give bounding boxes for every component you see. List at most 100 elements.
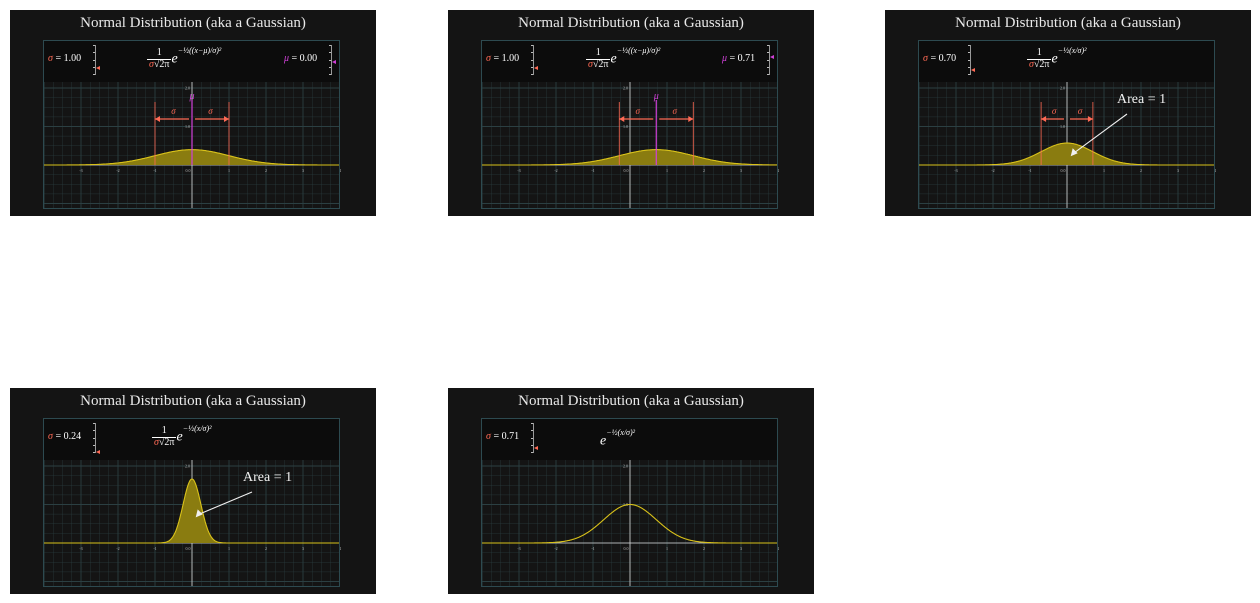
x-tick-label: 4 — [777, 546, 779, 551]
formula-numerator: 1 — [152, 426, 177, 438]
sigma-slider[interactable] — [92, 45, 100, 75]
plot-frame — [43, 418, 340, 587]
x-tick-label: -3 — [954, 168, 957, 173]
x-tick-label: 3 — [302, 546, 304, 551]
formula-den-rest: √2π — [158, 436, 175, 448]
area-arrow-line — [1073, 113, 1128, 154]
mu-slider-knob[interactable] — [770, 55, 774, 59]
area-label: Area = 1 — [1117, 92, 1167, 107]
mu-slider[interactable] — [328, 45, 336, 75]
area-under-curve — [919, 143, 1214, 165]
sigma-arrow-left — [155, 116, 189, 122]
y-tick-label: 2.0 — [185, 86, 190, 91]
x-tick-label: 1 — [228, 168, 230, 173]
x-tick-label: 0.0 — [186, 546, 191, 551]
area-arrow-line — [198, 491, 253, 515]
gaussian-formula: e−½(x/σ)² — [600, 428, 635, 449]
area-arrow-head — [1070, 148, 1078, 157]
mu-symbol: μ — [284, 53, 290, 64]
x-tick-label: 4 — [1214, 168, 1216, 173]
area-arrow-head — [195, 509, 203, 518]
x-tick-label: 0.0 — [624, 546, 629, 551]
formula-exponent: −½(x/σ)² — [182, 424, 212, 433]
sigma-slider[interactable] — [530, 45, 538, 75]
panel-title: Normal Distribution (aka a Gaussian) — [518, 15, 744, 31]
x-tick-label: 1 — [1103, 168, 1105, 173]
x-tick-label: -2 — [554, 168, 557, 173]
mu-marker-label: μ — [653, 91, 659, 102]
formula-base: e — [600, 433, 607, 449]
equation-bar — [482, 419, 777, 460]
formula-den-rest: √2π — [1033, 58, 1050, 70]
gaussian-curve — [482, 149, 777, 166]
sigma-value: = 1.00 — [493, 53, 520, 64]
mu-marker-label: μ — [188, 91, 194, 102]
sigma-symbol: σ — [486, 431, 491, 442]
sigma-slider[interactable] — [92, 423, 100, 454]
gaussian-formula: 1 σ√2π e−½((x−μ)/σ)² — [586, 46, 660, 70]
y-tick-label: 2.0 — [1060, 86, 1065, 91]
equation-bar — [919, 41, 1214, 82]
sigma-readout: σ = 1.00 — [486, 53, 519, 64]
formula-base: e — [176, 429, 183, 445]
sigma-value: = 1.00 — [55, 53, 82, 64]
gaussian-panel-2: -3 -2 -1 0.0 1 2 3 4 2.0 1.0 σ σ μ Normal Distributi… — [448, 10, 814, 216]
sigma-arrow-left — [1041, 116, 1064, 122]
x-tick-label: 2 — [265, 168, 267, 173]
sigma-slider-knob[interactable] — [971, 68, 975, 72]
x-tick-label: 2 — [265, 546, 267, 551]
plot-frame — [481, 418, 778, 587]
x-tick-label: 2 — [1140, 168, 1142, 173]
formula-den-sigma: σ — [149, 58, 154, 70]
sigma-symbol: σ — [48, 431, 53, 442]
formula-exponent: −½((x−μ)/σ)² — [177, 46, 222, 55]
x-tick-label: 1 — [228, 546, 230, 551]
x-tick-label: 1 — [666, 546, 668, 551]
x-tick-label: -2 — [116, 168, 119, 173]
panel-title: Normal Distribution (aka a Gaussian) — [80, 15, 306, 31]
y-tick-label: 2.0 — [623, 86, 628, 91]
mu-slider[interactable] — [766, 45, 774, 75]
sigma-slider[interactable] — [967, 45, 975, 75]
x-tick-label: -1 — [591, 546, 594, 551]
sigma-symbol: σ — [923, 53, 928, 64]
formula-exponent: −½((x−μ)/σ)² — [616, 46, 661, 55]
formula-den-sigma: σ — [1029, 58, 1034, 70]
sigma-value: = 0.71 — [493, 431, 520, 442]
x-tick-label: -2 — [554, 546, 557, 551]
sigma-slider-knob[interactable] — [96, 66, 100, 70]
sigma-slider-knob[interactable] — [534, 446, 538, 450]
mu-value: = 0.00 — [291, 53, 318, 64]
sigma-value: = 0.70 — [930, 53, 957, 64]
formula-den-rest: √2π — [592, 58, 609, 70]
sigma-symbol: σ — [486, 53, 491, 64]
x-tick-label: -1 — [153, 168, 156, 173]
sigma-slider-knob[interactable] — [534, 66, 538, 70]
y-tick-label: 2.0 — [623, 464, 628, 469]
gaussian-curve — [44, 478, 339, 544]
x-tick-label: 1 — [666, 168, 668, 173]
plot-area: -3 -2 -1 0.0 1 2 3 4 2.0 1.0 σ σ μ — [481, 82, 779, 208]
x-tick-label: 3 — [302, 168, 304, 173]
mu-slider-knob[interactable] — [332, 60, 336, 64]
gaussian-formula: 1 σ√2π e−½(x/σ)² — [152, 424, 212, 448]
formula-base: e — [610, 51, 617, 67]
x-tick-label: 0.0 — [186, 168, 191, 173]
formula-fraction: 1 σ√2π — [1027, 48, 1052, 70]
x-tick-label: 0.0 — [1061, 168, 1066, 173]
gaussian-curve — [919, 142, 1214, 166]
sigma-value: = 0.24 — [55, 431, 82, 442]
x-tick-label: 4 — [777, 168, 779, 173]
x-tick-label: 3 — [1177, 168, 1179, 173]
x-tick-label: -1 — [1028, 168, 1031, 173]
sigma-arrow-left — [619, 116, 654, 122]
formula-den-rest: √2π — [153, 58, 170, 70]
sigma-slider[interactable] — [530, 423, 538, 453]
sigma-right-label: σ — [1078, 106, 1083, 116]
plot-frame — [918, 40, 1215, 209]
sigma-slider-knob[interactable] — [96, 450, 100, 454]
area-label: Area = 1 — [243, 470, 293, 485]
